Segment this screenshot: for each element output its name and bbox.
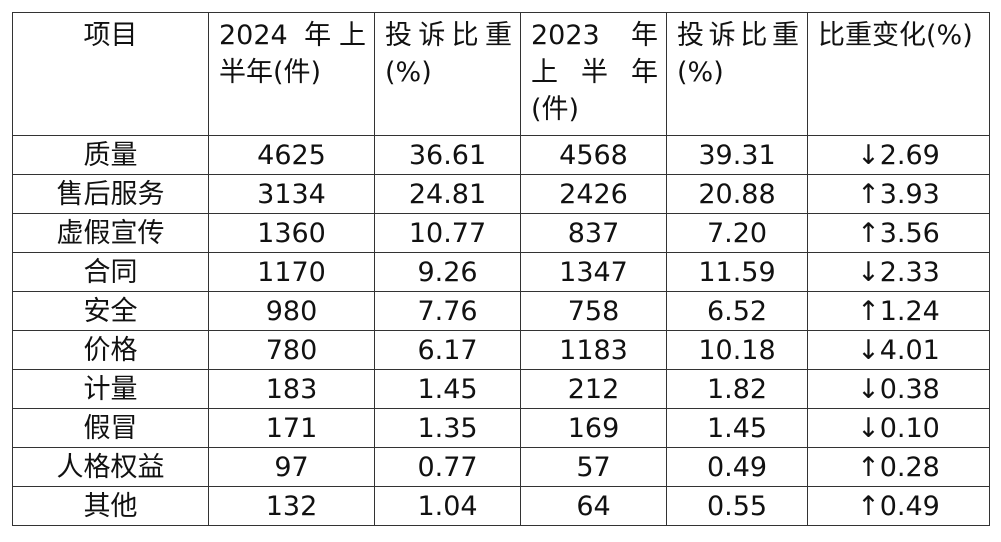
header-2024-share: 投诉比重(%) — [374, 12, 521, 136]
cell-item: 质量 — [12, 135, 209, 175]
table-row: 假冒 171 1.35 169 1.45 ↓0.10 — [12, 408, 990, 448]
cell-item: 人格权益 — [12, 447, 209, 487]
cell-2024-share: 10.77 — [374, 213, 521, 253]
cell-2023-share: 7.20 — [666, 213, 808, 253]
cell-2023-share: 39.31 — [666, 135, 808, 175]
cell-2024-share: 9.26 — [374, 252, 521, 292]
cell-share-change: ↑1.24 — [807, 291, 990, 331]
cell-item: 假冒 — [12, 408, 209, 448]
table-row: 价格 780 6.17 1183 10.18 ↓4.01 — [12, 330, 990, 370]
table-header: 项目 2024 年上半年(件) 投诉比重(%) 2023 年上半年(件) 投诉比… — [12, 12, 990, 136]
header-row: 项目 2024 年上半年(件) 投诉比重(%) 2023 年上半年(件) 投诉比… — [12, 12, 990, 136]
header-2023-count: 2023 年上半年(件) — [520, 12, 667, 136]
header-2023-share: 投诉比重(%) — [666, 12, 808, 136]
cell-2024-count: 171 — [208, 408, 375, 448]
cell-2024-count: 1360 — [208, 213, 375, 253]
table-row: 合同 1170 9.26 1347 11.59 ↓2.33 — [12, 252, 990, 292]
cell-share-change: ↓0.10 — [807, 408, 990, 448]
cell-2024-share: 24.81 — [374, 174, 521, 214]
table-row: 计量 183 1.45 212 1.82 ↓0.38 — [12, 369, 990, 409]
cell-2023-count: 212 — [520, 369, 667, 409]
cell-2024-share: 7.76 — [374, 291, 521, 331]
cell-2023-share: 20.88 — [666, 174, 808, 214]
cell-2024-count: 183 — [208, 369, 375, 409]
header-2024-count: 2024 年上半年(件) — [208, 12, 375, 136]
cell-2023-count: 1183 — [520, 330, 667, 370]
cell-share-change: ↓2.33 — [807, 252, 990, 292]
table-row: 售后服务 3134 24.81 2426 20.88 ↑3.93 — [12, 174, 990, 214]
cell-2023-count: 64 — [520, 486, 667, 526]
cell-item: 价格 — [12, 330, 209, 370]
cell-2024-share: 0.77 — [374, 447, 521, 487]
cell-2024-count: 980 — [208, 291, 375, 331]
cell-2023-count: 57 — [520, 447, 667, 487]
cell-2023-count: 758 — [520, 291, 667, 331]
cell-2024-count: 780 — [208, 330, 375, 370]
cell-2023-count: 2426 — [520, 174, 667, 214]
cell-2024-share: 36.61 — [374, 135, 521, 175]
complaints-table: 项目 2024 年上半年(件) 投诉比重(%) 2023 年上半年(件) 投诉比… — [12, 12, 990, 526]
cell-item: 其他 — [12, 486, 209, 526]
cell-2023-share: 11.59 — [666, 252, 808, 292]
cell-2024-count: 1170 — [208, 252, 375, 292]
cell-2024-share: 1.04 — [374, 486, 521, 526]
header-item: 项目 — [12, 12, 209, 136]
cell-share-change: ↓0.38 — [807, 369, 990, 409]
cell-share-change: ↑0.28 — [807, 447, 990, 487]
header-share-change: 比重变化(%) — [807, 12, 990, 136]
cell-item: 售后服务 — [12, 174, 209, 214]
cell-2023-share: 6.52 — [666, 291, 808, 331]
cell-2023-count: 837 — [520, 213, 667, 253]
cell-2023-share: 10.18 — [666, 330, 808, 370]
cell-item: 合同 — [12, 252, 209, 292]
cell-2024-count: 3134 — [208, 174, 375, 214]
cell-item: 计量 — [12, 369, 209, 409]
cell-2024-share: 1.45 — [374, 369, 521, 409]
cell-2024-count: 4625 — [208, 135, 375, 175]
cell-2024-count: 132 — [208, 486, 375, 526]
cell-item: 虚假宣传 — [12, 213, 209, 253]
cell-2024-share: 6.17 — [374, 330, 521, 370]
cell-item: 安全 — [12, 291, 209, 331]
cell-2023-share: 0.55 — [666, 486, 808, 526]
cell-2024-count: 97 — [208, 447, 375, 487]
cell-2024-share: 1.35 — [374, 408, 521, 448]
cell-2023-share: 1.82 — [666, 369, 808, 409]
cell-share-change: ↓4.01 — [807, 330, 990, 370]
cell-share-change: ↑0.49 — [807, 486, 990, 526]
table-row: 安全 980 7.76 758 6.52 ↑1.24 — [12, 291, 990, 331]
cell-2023-count: 169 — [520, 408, 667, 448]
cell-share-change: ↑3.93 — [807, 174, 990, 214]
table-body: 质量 4625 36.61 4568 39.31 ↓2.69 售后服务 3134… — [12, 135, 990, 526]
table-row: 其他 132 1.04 64 0.55 ↑0.49 — [12, 486, 990, 526]
cell-share-change: ↑3.56 — [807, 213, 990, 253]
cell-2023-share: 1.45 — [666, 408, 808, 448]
table-row: 人格权益 97 0.77 57 0.49 ↑0.28 — [12, 447, 990, 487]
table-row: 虚假宣传 1360 10.77 837 7.20 ↑3.56 — [12, 213, 990, 253]
table-row: 质量 4625 36.61 4568 39.31 ↓2.69 — [12, 135, 990, 175]
cell-share-change: ↓2.69 — [807, 135, 990, 175]
cell-2023-count: 4568 — [520, 135, 667, 175]
cell-2023-share: 0.49 — [666, 447, 808, 487]
cell-2023-count: 1347 — [520, 252, 667, 292]
